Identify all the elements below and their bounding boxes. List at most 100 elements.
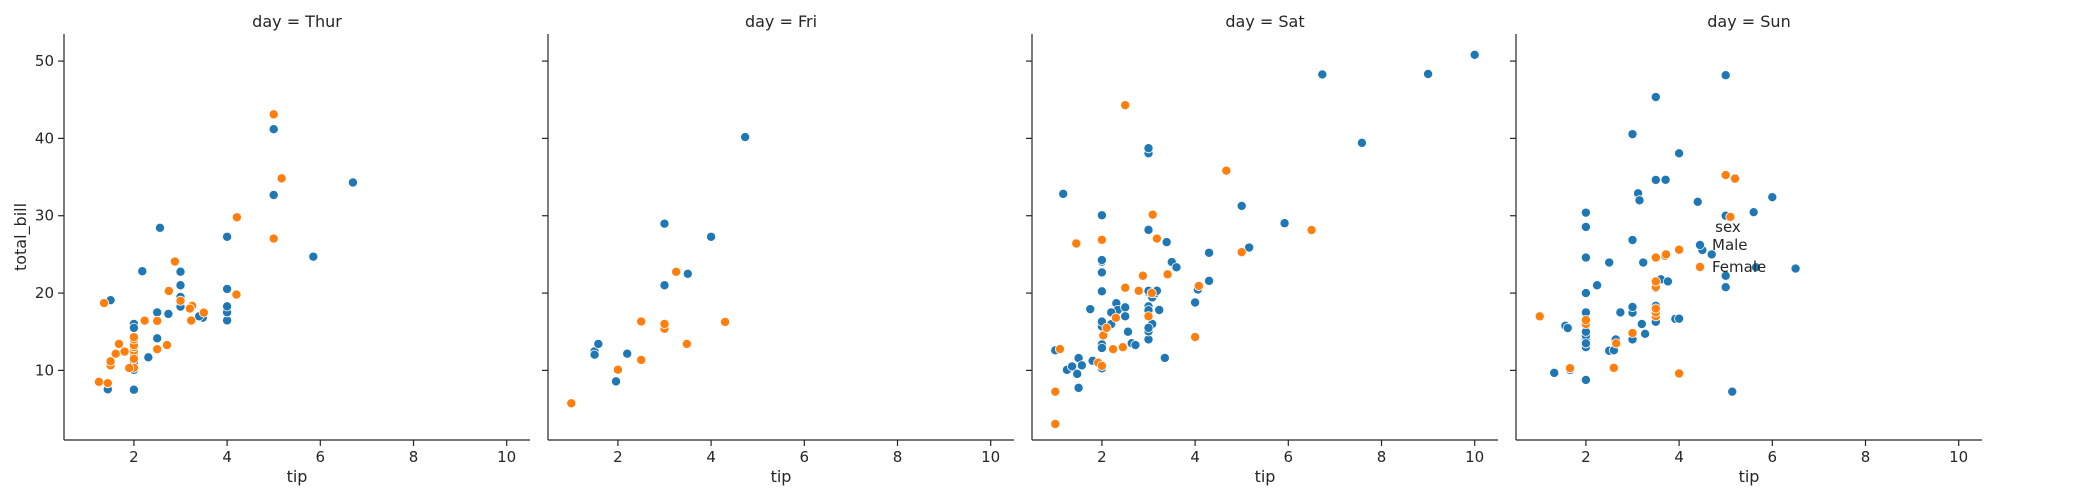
x-tick-label: 8	[893, 448, 903, 466]
x-tick-label: 6	[1284, 448, 1294, 466]
x-tick-label: 4	[1674, 448, 1684, 466]
data-point	[268, 109, 279, 120]
data-point	[1133, 285, 1144, 296]
data-point	[593, 338, 604, 349]
data-point	[1580, 315, 1591, 326]
data-point	[1580, 207, 1591, 218]
data-point	[1071, 238, 1082, 249]
facet-panel: day = Fri 2 4 6 8 10 tip	[542, 12, 1014, 486]
data-point	[1580, 288, 1591, 299]
data-point	[1720, 270, 1731, 281]
data-point	[1604, 257, 1615, 268]
x-tick-label: 2	[129, 448, 139, 466]
data-point	[1627, 235, 1638, 246]
data-point	[99, 298, 110, 309]
data-point	[152, 315, 163, 326]
data-point	[1050, 386, 1061, 397]
data-point	[113, 338, 124, 349]
data-point	[128, 384, 139, 395]
data-point	[1317, 69, 1328, 80]
data-point	[1096, 267, 1107, 278]
facet-panel: day = Thur 2 4 6 8 10 10 20 30 40 50 tip total_bill	[11, 12, 530, 486]
data-point	[1640, 328, 1651, 339]
data-point	[128, 353, 139, 364]
data-point	[119, 346, 130, 357]
data-point	[1720, 170, 1731, 181]
data-point	[1120, 311, 1131, 322]
facet-panel: day = Sat 2 4 6 8 10 tip	[1026, 12, 1498, 486]
data-point	[152, 344, 163, 355]
data-point	[1627, 301, 1638, 312]
data-point	[124, 363, 135, 374]
legend: sex Male Female	[1695, 218, 1766, 276]
data-point	[163, 285, 174, 296]
data-point	[1143, 311, 1154, 322]
data-point	[222, 301, 233, 312]
data-point	[1117, 342, 1128, 353]
y-tick-label: 30	[35, 207, 54, 225]
data-point	[1748, 207, 1759, 218]
data-point	[1193, 280, 1204, 291]
data-point	[659, 280, 670, 291]
x-tick-label: 4	[706, 448, 716, 466]
data-point	[1054, 344, 1065, 355]
data-point	[102, 378, 113, 389]
x-tick-label: 2	[613, 448, 623, 466]
data-point	[1171, 262, 1182, 273]
data-point	[1110, 312, 1121, 323]
data-point	[681, 338, 692, 349]
data-point	[128, 332, 139, 343]
data-point	[231, 289, 242, 300]
x-axis-label: tip	[1255, 467, 1276, 486]
data-point	[1638, 257, 1649, 268]
data-point	[1073, 382, 1084, 393]
data-point	[720, 316, 731, 327]
data-point	[1674, 368, 1685, 379]
data-point	[1120, 302, 1131, 313]
x-tick-label: 8	[409, 448, 419, 466]
data-point	[1650, 303, 1661, 314]
data-point	[611, 376, 622, 387]
data-point	[1067, 361, 1078, 372]
data-point	[1580, 221, 1591, 232]
data-point	[659, 218, 670, 229]
x-tick-label: 10	[497, 448, 516, 466]
y-axis-label: total_bill	[11, 203, 31, 271]
data-point	[1767, 192, 1778, 203]
data-point	[175, 266, 186, 277]
data-point	[1096, 342, 1107, 353]
data-point	[1221, 165, 1232, 176]
data-point	[175, 295, 186, 306]
x-tick-label: 10	[981, 448, 1000, 466]
data-point	[105, 356, 116, 367]
data-point	[1190, 297, 1201, 308]
data-point	[612, 364, 623, 375]
legend-marker	[1695, 239, 1706, 250]
data-point	[706, 231, 717, 242]
data-point	[1650, 174, 1661, 185]
y-tick-label: 50	[35, 52, 54, 70]
data-point	[1356, 137, 1367, 148]
data-point	[1101, 322, 1112, 333]
x-axis-label: tip	[1739, 467, 1760, 486]
data-point	[1190, 332, 1201, 343]
series-female	[566, 266, 731, 409]
data-point	[1122, 326, 1133, 337]
data-point	[1627, 328, 1638, 339]
data-point	[1611, 338, 1622, 349]
data-point	[1108, 344, 1119, 355]
data-point	[1549, 367, 1560, 378]
series-male	[1549, 70, 1801, 397]
data-point	[1562, 323, 1573, 334]
x-tick-label: 10	[1949, 448, 1968, 466]
data-point	[1143, 224, 1154, 235]
data-point	[1162, 269, 1173, 280]
facet-panel: day = Sun 2 4 6 8 10 tip	[1510, 12, 1982, 486]
data-point	[184, 303, 195, 314]
data-point	[139, 315, 150, 326]
data-point	[1096, 255, 1107, 266]
data-point	[169, 256, 180, 267]
data-point	[671, 266, 682, 277]
data-point	[1143, 143, 1154, 154]
